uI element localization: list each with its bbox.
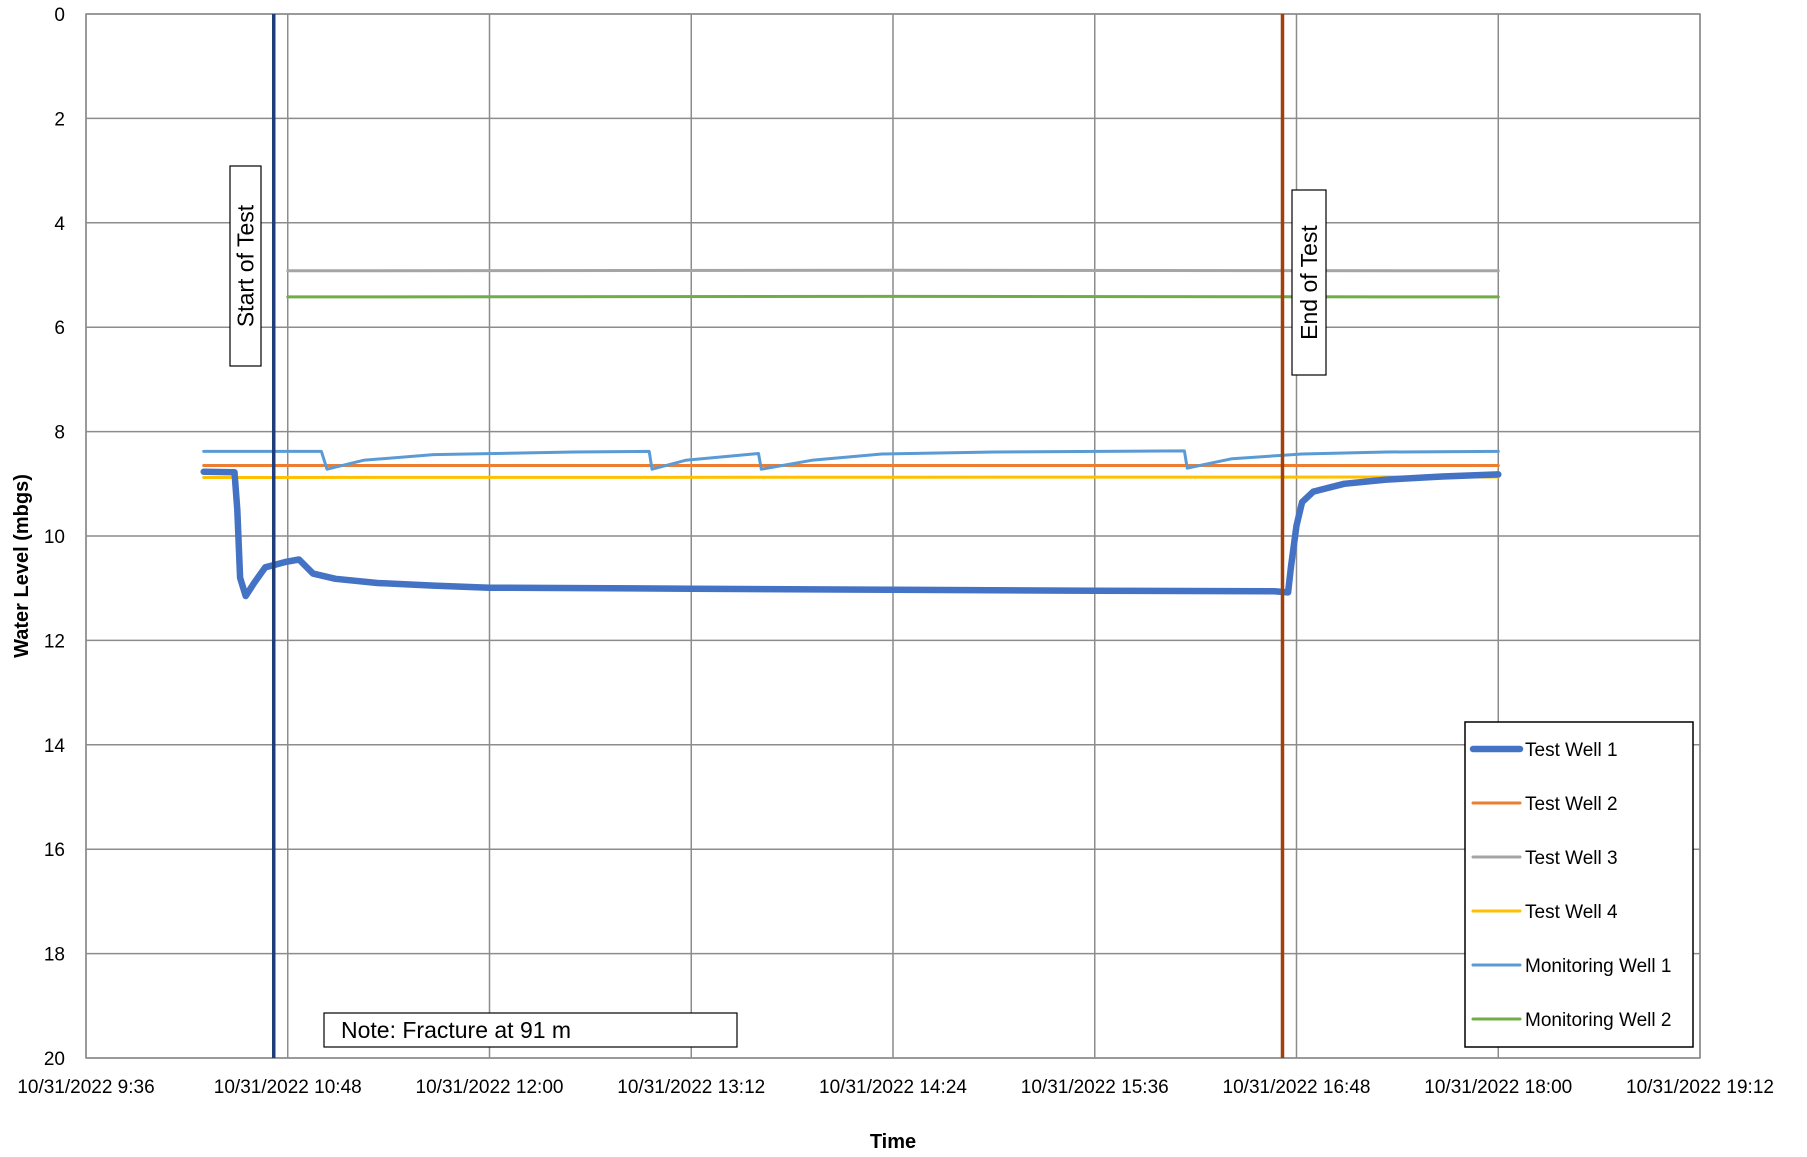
x-axis-title: Time xyxy=(870,1131,916,1153)
series-line-monitoring-well-1 xyxy=(202,449,1500,471)
legend-label: Monitoring Well 2 xyxy=(1525,1010,1671,1031)
x-tick-label: 10/31/2022 19:12 xyxy=(1626,1077,1774,1098)
x-tick-label: 10/31/2022 10:48 xyxy=(214,1077,362,1098)
grid xyxy=(85,13,1701,1059)
legend-label: Test Well 3 xyxy=(1525,848,1618,869)
x-tick-label: 10/31/2022 13:12 xyxy=(617,1077,765,1098)
series-line-test-well-1 xyxy=(200,468,1502,600)
x-tick-label: 10/31/2022 12:00 xyxy=(416,1077,564,1098)
legend-label: Test Well 4 xyxy=(1525,902,1618,923)
y-tick-label: 18 xyxy=(44,945,65,966)
y-tick-label: 0 xyxy=(54,5,65,26)
marker-label-box xyxy=(229,165,262,367)
x-tick-label: 10/31/2022 14:24 xyxy=(819,1077,967,1098)
fracture-note: Note: Fracture at 91 m xyxy=(323,1012,738,1048)
marker-label-box xyxy=(1291,189,1327,376)
y-tick-label: 4 xyxy=(54,214,65,235)
y-tick-label: 6 xyxy=(54,318,65,339)
y-tick-label: 14 xyxy=(44,736,66,757)
y-axis-title: Water Level (mbgs) xyxy=(11,474,33,658)
x-tick-label: 10/31/2022 15:36 xyxy=(1021,1077,1169,1098)
series-line-test-well-4 xyxy=(202,475,1500,479)
marker-label-text: End of Test xyxy=(1296,225,1322,340)
plot-border xyxy=(85,13,1701,1059)
y-tick-label: 16 xyxy=(44,840,65,861)
legend-label: Monitoring Well 1 xyxy=(1525,956,1671,977)
y-tick-label: 10 xyxy=(44,527,65,548)
plot-area xyxy=(85,13,1701,1059)
x-tick-label: 10/31/2022 18:00 xyxy=(1424,1077,1572,1098)
y-tick-label: 12 xyxy=(44,631,65,652)
y-tick-label: 2 xyxy=(54,109,65,130)
legend: Test Well 1 Test Well 2 Test Well 3 Test We… xyxy=(1464,721,1694,1048)
y-axis: 0 2 4 6 8 10 12 14 16 18 20 xyxy=(44,5,66,1070)
fracture-note-text: Note: Fracture at 91 m xyxy=(341,1017,571,1043)
marker-label-text: Start of Test xyxy=(233,204,259,327)
y-tick-label: 20 xyxy=(44,1049,65,1070)
x-axis: 10/31/2022 9:36 10/31/2022 10:48 10/31/202… xyxy=(17,1077,1774,1098)
x-tick-label: 10/31/2022 16:48 xyxy=(1223,1077,1371,1098)
legend-label: Test Well 1 xyxy=(1525,740,1618,761)
x-tick-label: 10/31/2022 9:36 xyxy=(17,1077,154,1098)
y-tick-label: 8 xyxy=(54,423,65,444)
test-markers: Start of Test End of Test xyxy=(229,14,1327,1058)
legend-label: Test Well 2 xyxy=(1525,794,1618,815)
